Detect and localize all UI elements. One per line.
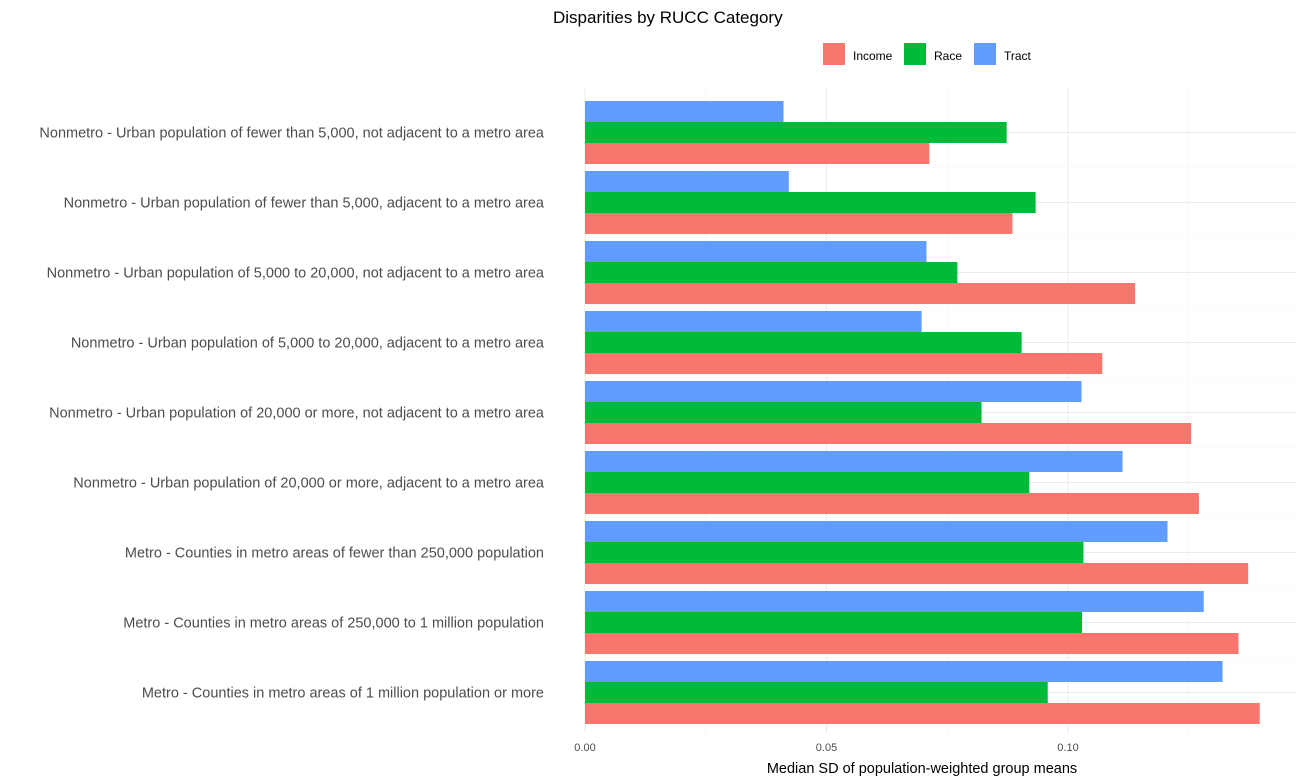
bars [585, 101, 1260, 724]
bar-income [585, 493, 1199, 514]
bar-income [585, 423, 1192, 444]
bar-race [585, 122, 1007, 143]
legend-label-race: Race [934, 49, 962, 63]
x-axis-title: Median SD of population-weighted group m… [767, 761, 1077, 777]
legend-key-income [823, 43, 845, 65]
bar-tract [585, 521, 1168, 542]
x-tick-label: 0.05 [816, 742, 837, 754]
x-tick-labels: 0.00 0.05 0.10 [574, 742, 1078, 754]
chart-title: Disparities by RUCC Category [553, 8, 783, 27]
bar-income [585, 353, 1103, 374]
bar-income [585, 283, 1136, 304]
legend: Income Race Tract [823, 43, 1032, 65]
category-label: Nonmetro - Urban population of 5,000 to … [71, 336, 545, 352]
bar-tract [585, 101, 784, 122]
bar-race [585, 192, 1036, 213]
bar-tract [585, 241, 927, 262]
bar-race [585, 542, 1084, 563]
category-label: Metro - Counties in metro areas of fewer… [125, 546, 544, 562]
bar-tract [585, 311, 922, 332]
category-label: Nonmetro - Urban population of fewer tha… [64, 196, 545, 212]
legend-label-tract: Tract [1004, 49, 1032, 63]
bar-race [585, 612, 1083, 633]
category-labels: Nonmetro - Urban population of fewer tha… [39, 126, 545, 702]
bar-income [585, 633, 1239, 654]
bar-tract [585, 171, 789, 192]
bar-income [585, 703, 1260, 724]
bar-race [585, 472, 1030, 493]
bar-tract [585, 451, 1123, 472]
x-tick-label: 0.10 [1057, 742, 1078, 754]
category-label: Metro - Counties in metro areas of 250,0… [123, 616, 544, 632]
legend-key-race [904, 43, 926, 65]
category-label: Nonmetro - Urban population of 20,000 or… [49, 406, 545, 422]
legend-label-income: Income [853, 49, 893, 63]
category-label: Nonmetro - Urban population of 20,000 or… [73, 476, 545, 492]
x-tick-label: 0.00 [574, 742, 595, 754]
category-label: Nonmetro - Urban population of 5,000 to … [47, 266, 545, 282]
bar-income [585, 563, 1249, 584]
bar-income [585, 143, 930, 164]
bar-tract [585, 381, 1082, 402]
bar-tract [585, 661, 1223, 682]
bar-race [585, 682, 1048, 703]
bar-income [585, 213, 1013, 234]
legend-key-tract [974, 43, 996, 65]
bar-race [585, 332, 1022, 353]
category-label: Nonmetro - Urban population of fewer tha… [39, 126, 545, 142]
bar-race [585, 402, 982, 423]
bar-race [585, 262, 958, 283]
bar-tract [585, 591, 1204, 612]
category-label: Metro - Counties in metro areas of 1 mil… [142, 686, 544, 702]
